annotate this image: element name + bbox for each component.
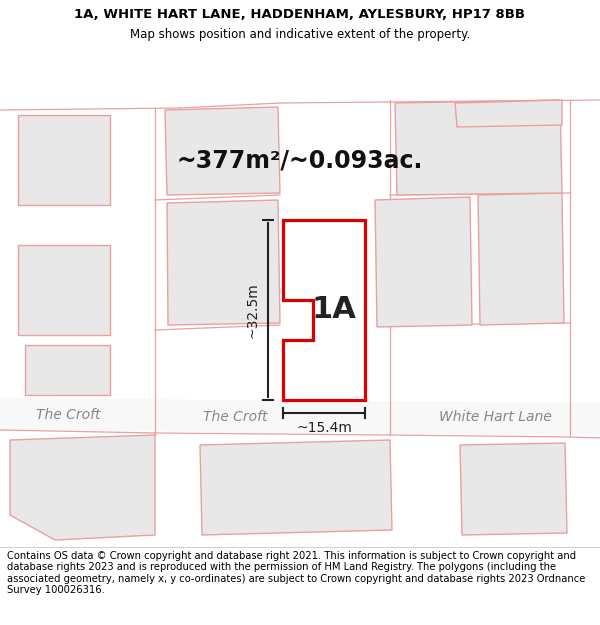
Polygon shape (18, 115, 110, 205)
Polygon shape (18, 245, 110, 335)
Polygon shape (455, 100, 562, 127)
Polygon shape (0, 398, 600, 435)
Text: Map shows position and indicative extent of the property.: Map shows position and indicative extent… (130, 28, 470, 41)
Text: 1A: 1A (311, 296, 356, 324)
Polygon shape (200, 440, 392, 535)
Text: White Hart Lane: White Hart Lane (439, 410, 551, 424)
Text: ~32.5m: ~32.5m (246, 282, 260, 338)
Polygon shape (165, 107, 280, 195)
Polygon shape (10, 435, 155, 540)
Polygon shape (375, 197, 472, 327)
Text: The Croft: The Croft (36, 408, 100, 422)
Text: Contains OS data © Crown copyright and database right 2021. This information is : Contains OS data © Crown copyright and d… (7, 551, 586, 596)
Text: ~377m²/~0.093ac.: ~377m²/~0.093ac. (177, 148, 423, 172)
Polygon shape (395, 100, 562, 195)
Text: ~15.4m: ~15.4m (296, 421, 352, 435)
Polygon shape (167, 200, 280, 325)
Text: 1A, WHITE HART LANE, HADDENHAM, AYLESBURY, HP17 8BB: 1A, WHITE HART LANE, HADDENHAM, AYLESBUR… (74, 8, 526, 21)
Polygon shape (478, 193, 564, 325)
Polygon shape (460, 443, 567, 535)
Polygon shape (283, 220, 365, 400)
Polygon shape (25, 345, 110, 395)
Text: The Croft: The Croft (203, 410, 267, 424)
